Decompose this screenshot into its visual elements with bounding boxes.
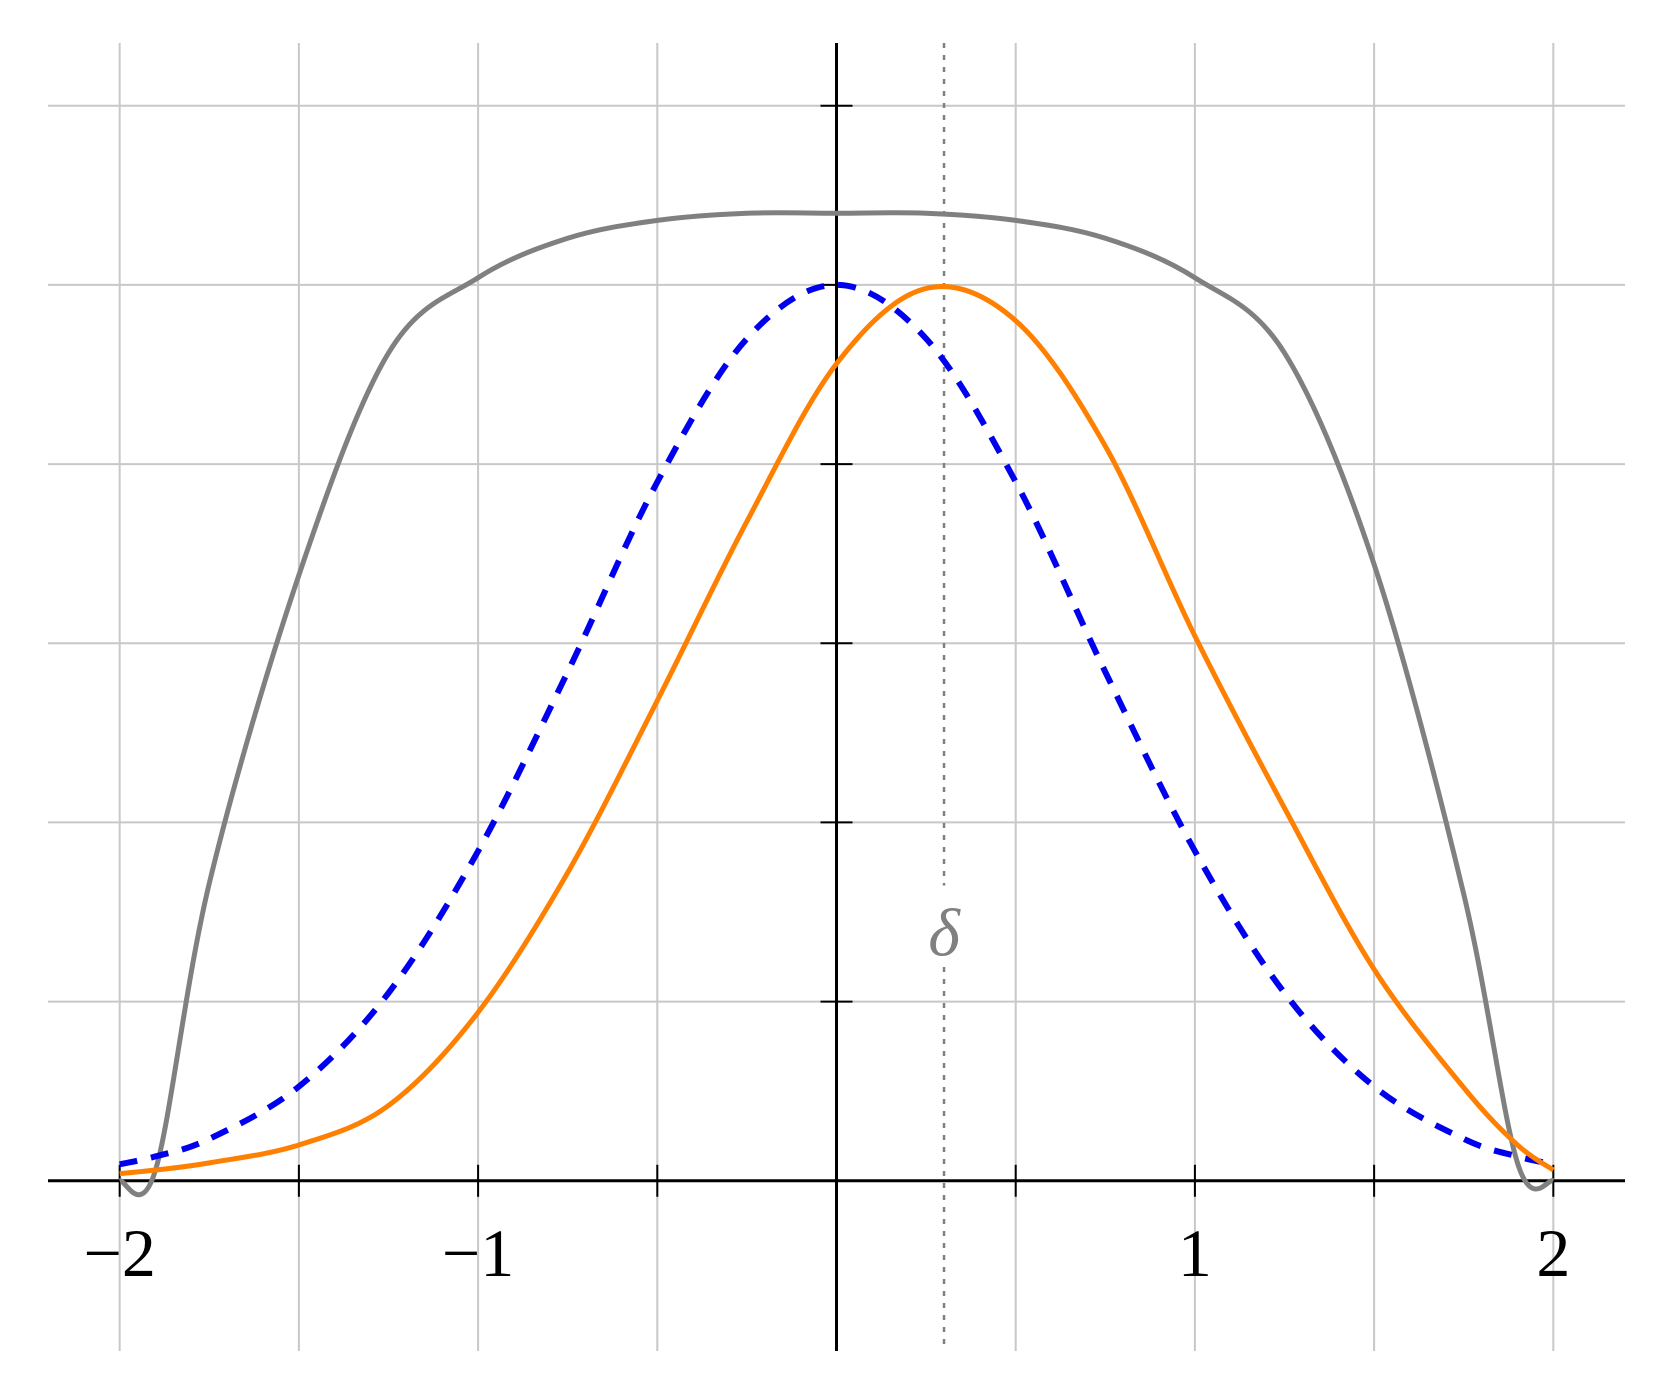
annotation-background (922, 885, 967, 966)
series-line (119, 281, 1554, 1168)
x-tick-label: 1 (1178, 1215, 1212, 1291)
x-tick-label: −2 (84, 1215, 156, 1291)
series-line (118, 210, 1555, 1198)
annotation: δ (928, 895, 961, 971)
series-line (119, 284, 1555, 1177)
x-tick-label: −1 (442, 1215, 514, 1291)
x-tick-label: 2 (1536, 1215, 1570, 1291)
